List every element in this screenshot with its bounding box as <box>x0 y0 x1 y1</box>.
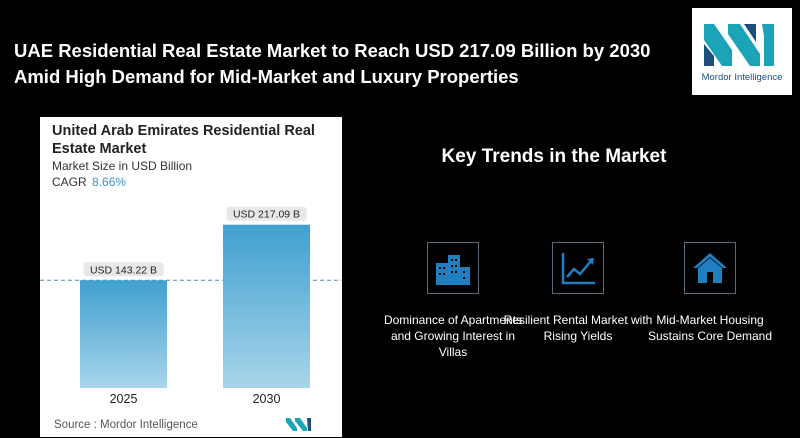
data-label: USD 143.22 B <box>90 264 157 276</box>
trends-title: Key Trends in the Market <box>441 146 667 167</box>
x-tick-label: 2030 <box>253 392 281 406</box>
data-label-box <box>83 262 164 277</box>
chart-subtitle: Market Size in USD Billion <box>52 159 193 173</box>
cagr-label: CAGR <box>52 175 87 189</box>
data-label-box <box>226 206 307 221</box>
bar-2030 <box>223 224 310 388</box>
chart-title: United Arab Emirates Residential Real Es… <box>52 123 315 157</box>
trend-item: Dominance of Apartments and Growing Inte… <box>378 242 528 360</box>
source-logo-icon <box>286 418 311 431</box>
data-label: USD 217.09 B <box>233 209 300 221</box>
trend-label: Dominance of Apartments and Growing Inte… <box>383 313 523 359</box>
trend-label: Mid-Market Housing Sustains Core Demand <box>647 313 773 343</box>
bar-2025 <box>80 280 167 388</box>
logo-text: Mordor Intelligence <box>701 72 783 83</box>
line-chart-icon <box>552 242 604 294</box>
x-tick-label: 2025 <box>110 392 138 406</box>
mordor-logo-icon <box>704 24 774 66</box>
trend-item: Resilient Rental Market with Rising Yiel… <box>503 242 653 344</box>
trend-label: Resilient Rental Market with Rising Yiel… <box>503 313 653 343</box>
bar-chart: USD 143.22 B 2025 USD 217.09 B 2030 <box>40 206 342 406</box>
buildings-icon <box>427 242 479 294</box>
trend-item: Mid-Market Housing Sustains Core Demand <box>635 242 785 344</box>
cagr-line: CAGR 8.66% <box>52 175 126 189</box>
market-size-card: United Arab Emirates Residential Real Es… <box>40 117 342 437</box>
cagr-value: 8.66% <box>92 175 127 189</box>
house-icon <box>684 242 736 294</box>
source-note: Source : Mordor Intelligence <box>54 419 198 431</box>
company-logo: Mordor Intelligence <box>692 8 792 95</box>
headline: UAE Residential Real Estate Market to Re… <box>14 40 651 87</box>
